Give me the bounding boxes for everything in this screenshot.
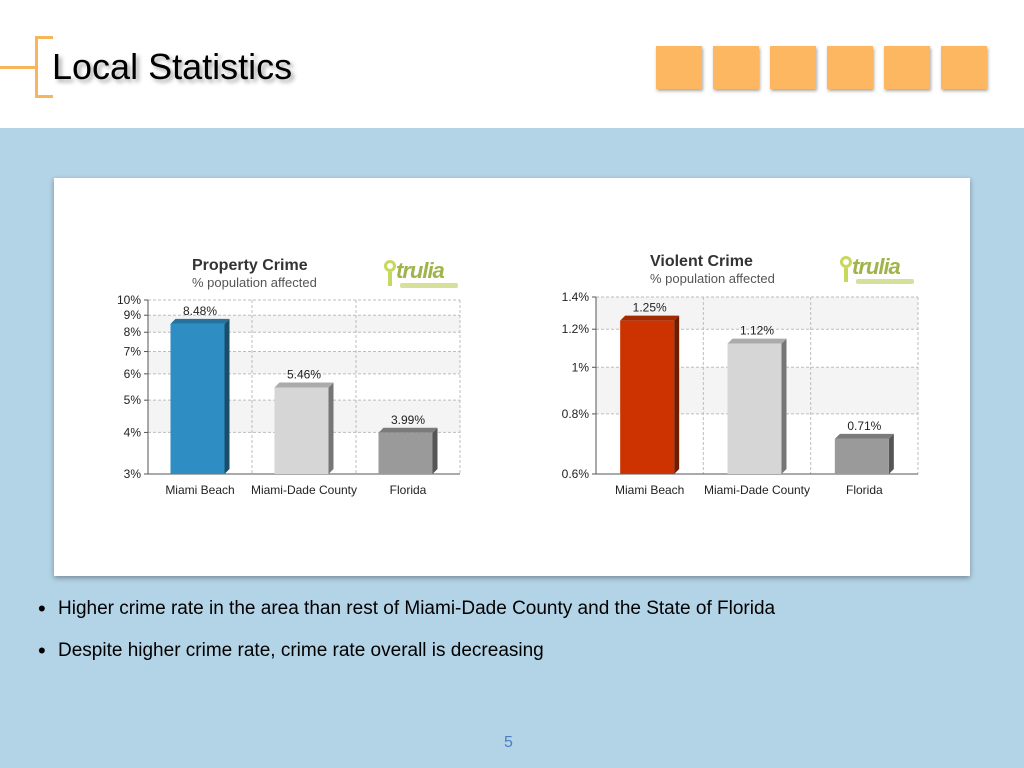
bar-side (781, 338, 787, 474)
trulia-logo-icon: trulia (384, 258, 460, 292)
x-tick-label: Miami Beach (165, 483, 234, 497)
x-tick-label: Florida (846, 483, 883, 497)
chart-title: Violent Crime (650, 253, 753, 270)
chart-title: Property Crime (192, 257, 308, 274)
chart-panel: 3% 4% 5% 6% 7% 8% 9% 10% 8.48% Miami Beach 5.46% Mi… (54, 178, 970, 576)
bar-side (328, 382, 334, 474)
bar-side (674, 315, 680, 474)
header-square (941, 46, 987, 89)
title-bracket-icon (35, 36, 53, 98)
y-tick-label: 3% (124, 467, 142, 481)
data-label: 1.25% (633, 301, 667, 315)
y-tick-label: 7% (124, 345, 142, 359)
y-tick-label: 1% (572, 360, 590, 374)
y-tick-label: 6% (124, 367, 142, 381)
bullet-icon: • (38, 596, 46, 621)
y-tick-label: 5% (124, 393, 142, 407)
header-square (884, 46, 930, 89)
bar-top (378, 427, 438, 433)
bar-top (274, 382, 334, 388)
bullet-list: • Higher crime rate in the area than rest… (38, 588, 918, 672)
bullet-item: • Higher crime rate in the area than rest… (38, 588, 918, 630)
y-tick-label: 10% (117, 293, 141, 307)
y-tick-label: 8% (124, 325, 142, 339)
x-tick-label: Florida (390, 483, 427, 497)
pin-stem (844, 268, 848, 282)
bullet-text: Despite higher crime rate, crime rate ov… (58, 640, 544, 661)
logo-tagline-bar (856, 279, 914, 284)
y-tick-label: 4% (124, 425, 142, 439)
chart-subtitle: % population affected (192, 275, 317, 290)
y-tick-label: 1.4% (562, 290, 590, 304)
slide-header: Local Statistics (0, 0, 1024, 128)
logo-text: trulia (396, 258, 445, 283)
header-square (827, 46, 873, 89)
header-square (713, 46, 759, 89)
header-square (656, 46, 702, 89)
page-number: 5 (504, 734, 513, 751)
data-label: 3.99% (391, 413, 425, 427)
data-label: 0.71% (847, 419, 881, 433)
y-tick-label: 1.2% (562, 322, 590, 336)
logo-tagline-bar (400, 283, 458, 288)
bar (620, 320, 675, 474)
trulia-logo-icon: trulia (840, 254, 916, 288)
pin-icon (384, 260, 396, 272)
bar (378, 432, 433, 474)
bullet-icon: • (38, 638, 46, 663)
x-tick-label: Miami Beach (615, 483, 684, 497)
bar-top (727, 338, 787, 344)
pin-icon (840, 256, 852, 268)
y-tick-label: 9% (124, 308, 142, 322)
bar-side (888, 433, 894, 474)
bar-side (224, 318, 230, 474)
pin-stem (388, 272, 392, 286)
logo-text: trulia (852, 254, 901, 279)
bullet-item: • Despite higher crime rate, crime rate o… (38, 630, 918, 672)
x-tick-label: Miami-Dade County (704, 483, 810, 497)
data-label: 8.48% (183, 304, 217, 318)
slide-title: Local Statistics (52, 46, 293, 87)
bar-top (834, 433, 894, 439)
y-tick-label: 0.6% (562, 467, 590, 481)
data-label: 5.46% (287, 367, 321, 381)
header-square (770, 46, 816, 89)
chart-0: 3% 4% 5% 6% 7% 8% 9%10% 8.48% Miami Beach 5.46% Mi… (117, 257, 461, 497)
x-tick-label: Miami-Dade County (251, 483, 357, 497)
bar-side (432, 427, 438, 474)
chart-1: 0.6% 0.8% 1% 1.2% 1.4% 1.25% Miami Beach 1.12% M… (562, 253, 919, 497)
bar-top (170, 318, 230, 324)
y-tick-label: 0.8% (562, 407, 590, 421)
crime-charts: 3% 4% 5% 6% 7% 8% 9%10% 8.48% Miami Beach 5.46% Mi… (117, 253, 919, 497)
data-label: 1.12% (740, 324, 774, 338)
bar (834, 438, 889, 474)
bar (727, 343, 782, 474)
bullet-text: Higher crime rate in the area than rest … (58, 598, 776, 619)
bar (170, 323, 225, 474)
bar-top (620, 315, 680, 321)
chart-subtitle: % population affected (650, 271, 775, 286)
bar (274, 387, 329, 474)
title-accent-line (0, 66, 38, 69)
